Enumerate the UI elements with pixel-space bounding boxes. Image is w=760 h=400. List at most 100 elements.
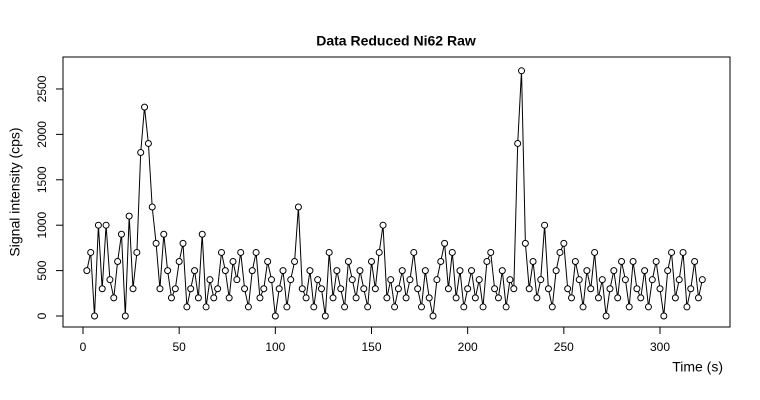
data-point <box>594 294 602 302</box>
data-point <box>598 276 606 284</box>
data-point <box>656 285 664 293</box>
data-point <box>179 239 187 247</box>
data-point <box>160 230 168 238</box>
data-point <box>333 267 341 275</box>
data-point <box>291 258 299 266</box>
data-point <box>294 203 302 211</box>
data-point <box>614 294 622 302</box>
data-point <box>418 303 426 311</box>
data-point <box>167 294 175 302</box>
data-point <box>225 294 233 302</box>
data-point <box>229 258 237 266</box>
data-point <box>237 248 245 256</box>
data-point <box>256 294 264 302</box>
data-point <box>398 267 406 275</box>
data-point <box>83 267 91 275</box>
x-axis-label: Time (s) <box>672 359 723 375</box>
x-tick-label: 200 <box>458 340 478 354</box>
data-point <box>648 276 656 284</box>
data-point <box>448 248 456 256</box>
data-point <box>571 258 579 266</box>
data-point <box>283 303 291 311</box>
data-point <box>325 248 333 256</box>
data-point <box>341 303 349 311</box>
y-tick-label: 500 <box>35 260 49 280</box>
data-point <box>498 267 506 275</box>
data-point <box>310 303 318 311</box>
data-point <box>360 285 368 293</box>
data-point <box>125 212 133 220</box>
data-point <box>141 103 149 111</box>
data-point <box>117 230 125 238</box>
data-point <box>633 285 641 293</box>
data-point <box>606 285 614 293</box>
data-point <box>625 303 633 311</box>
data-point <box>518 67 526 75</box>
data-point <box>698 276 706 284</box>
data-point <box>456 267 464 275</box>
data-point <box>491 285 499 293</box>
data-point <box>264 258 272 266</box>
data-point <box>152 239 160 247</box>
data-point <box>529 258 537 266</box>
data-point <box>337 285 345 293</box>
y-tick-label: 1000 <box>35 212 49 239</box>
y-tick-label: 1500 <box>35 166 49 193</box>
data-point <box>694 294 702 302</box>
data-point <box>629 258 637 266</box>
y-tick-label: 0 <box>35 312 49 319</box>
chart-title: Data Reduced Ni62 Raw <box>316 33 476 49</box>
data-point <box>133 248 141 256</box>
data-point <box>91 312 99 320</box>
data-point <box>233 276 241 284</box>
data-point <box>552 267 560 275</box>
data-point <box>675 276 683 284</box>
data-point <box>506 276 514 284</box>
data-point <box>279 267 287 275</box>
data-point <box>437 258 445 266</box>
data-point <box>644 303 652 311</box>
data-point <box>321 312 329 320</box>
data-point <box>487 248 495 256</box>
data-point <box>544 285 552 293</box>
data-point <box>394 285 402 293</box>
data-point <box>106 276 114 284</box>
data-point <box>683 303 691 311</box>
data-point <box>275 285 283 293</box>
data-point <box>387 276 395 284</box>
series-line <box>86 70 703 317</box>
data-point <box>129 285 137 293</box>
data-point <box>156 285 164 293</box>
data-point <box>452 294 460 302</box>
data-point <box>329 294 337 302</box>
data-point <box>568 294 576 302</box>
x-tick-label: 0 <box>80 340 87 354</box>
data-point <box>548 303 556 311</box>
data-point <box>560 239 568 247</box>
data-point <box>260 285 268 293</box>
data-point <box>110 294 118 302</box>
y-tick-label: 2000 <box>35 121 49 148</box>
data-point <box>194 294 202 302</box>
data-point <box>587 285 595 293</box>
data-point <box>425 294 433 302</box>
data-point <box>687 285 695 293</box>
data-point <box>144 139 152 147</box>
data-point <box>217 248 225 256</box>
data-point <box>494 294 502 302</box>
data-point <box>429 312 437 320</box>
data-point <box>102 221 110 229</box>
data-point <box>433 276 441 284</box>
x-tick-label: 100 <box>265 340 285 354</box>
data-point <box>591 248 599 256</box>
data-point <box>537 276 545 284</box>
data-point <box>379 221 387 229</box>
data-point <box>521 239 529 247</box>
data-point <box>271 312 279 320</box>
data-point <box>114 258 122 266</box>
data-point <box>525 285 533 293</box>
data-point <box>214 285 222 293</box>
data-point <box>252 248 260 256</box>
data-point <box>679 248 687 256</box>
data-point <box>287 276 295 284</box>
